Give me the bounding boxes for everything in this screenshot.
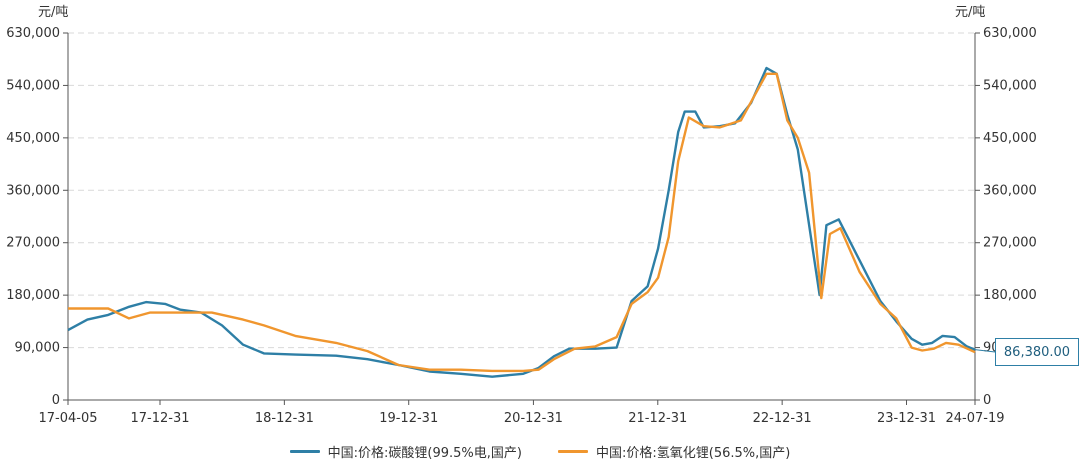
y-tick-label-left: 540,000 — [6, 78, 60, 93]
y-tick-label-left: 450,000 — [6, 131, 60, 146]
legend-label-lithium-hydroxide: 中国:价格:氢氧化锂(56.5%,国产) — [596, 445, 791, 461]
line-chart: 0 90,000 180,000 270,000 360,000 450,000 540,0… — [6, 5, 1037, 426]
y-tick-label-left: 270,000 — [6, 236, 60, 251]
y-axis-left-unit: 元/吨 — [38, 5, 68, 20]
x-tick-label: 19-12-31 — [379, 411, 438, 426]
legend-label-lithium-carbonate: 中国:价格:碳酸锂(99.5%电,国产) — [327, 445, 522, 461]
legend: 中国:价格:碳酸锂(99.5%电,国产) 中国:价格:氢氧化锂(56.5%,国产… — [0, 441, 1080, 461]
legend-swatch-lithium-carbonate — [289, 449, 320, 453]
legend-item-lithium-hydroxide[interactable]: 中国:价格:氢氧化锂(56.5%,国产) — [558, 442, 790, 461]
x-tick-label: 22-12-31 — [753, 411, 812, 426]
last-value-callout: 86,380.00 — [995, 338, 1079, 366]
x-tick-label: 17-04-05 — [38, 411, 97, 426]
y-tick-label-right: 630,000 — [983, 26, 1037, 41]
x-tick-label: 21-12-31 — [628, 411, 687, 426]
legend-item-lithium-carbonate[interactable]: 中国:价格:碳酸锂(99.5%电,国产) — [289, 442, 522, 461]
x-tick-label: 20-12-31 — [504, 411, 563, 426]
y-tick-label-right: 0 — [983, 393, 991, 408]
x-tick-label: 18-12-31 — [255, 411, 314, 426]
y-tick-label-left: 0 — [52, 393, 60, 408]
x-axis-ticks: 17-04-05 17-12-31 18-12-31 19-12-31 20-12-31… — [38, 400, 1005, 426]
y-tick-label-right: 450,000 — [983, 131, 1037, 146]
series-line-lithium-hydroxide — [68, 72, 976, 373]
y-tick-label-right: 270,000 — [983, 236, 1037, 251]
grid-lines — [68, 32, 975, 349]
y-tick-label-right: 180,000 — [983, 288, 1037, 303]
y-axis-left-ticks: 0 90,000 180,000 270,000 360,000 450,000 540,0… — [6, 26, 68, 408]
x-tick-label: 17-12-31 — [130, 411, 189, 426]
y-tick-label-left: 630,000 — [6, 26, 60, 41]
last-value-label: 86,380.00 — [1003, 344, 1071, 360]
y-axis-right-unit: 元/吨 — [955, 5, 985, 20]
series-lines — [67, 66, 976, 378]
axes — [67, 33, 976, 401]
callout-leader-line — [974, 349, 996, 353]
y-tick-label-left: 90,000 — [15, 341, 61, 356]
y-tick-label-left: 180,000 — [6, 288, 60, 303]
y-tick-label-right: 540,000 — [983, 78, 1037, 93]
legend-swatch-lithium-hydroxide — [558, 449, 588, 453]
series-line-lithium-carbonate — [67, 66, 976, 378]
y-tick-label-right: 360,000 — [983, 183, 1037, 198]
y-tick-label-left: 360,000 — [6, 183, 60, 198]
x-tick-label: 24-07-19 — [945, 411, 1004, 426]
x-tick-label: 23-12-31 — [877, 411, 936, 426]
